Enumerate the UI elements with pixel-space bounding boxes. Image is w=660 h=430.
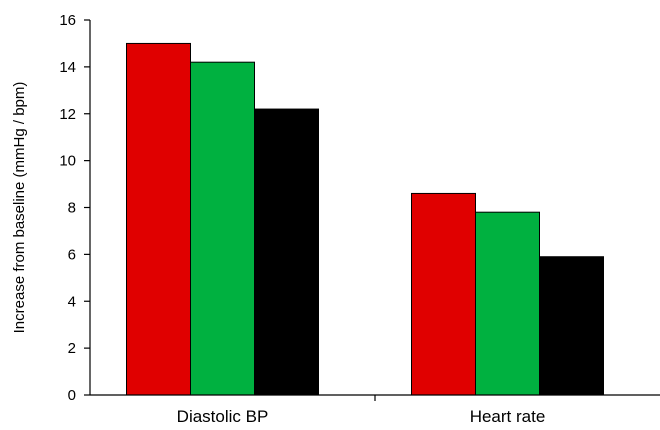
bar-diastolic-bp-s1 xyxy=(126,42,191,396)
bar-diastolic-bp-s2 xyxy=(190,61,255,396)
bar-heart-rate-s3 xyxy=(539,256,604,396)
y-tick-label: 10 xyxy=(59,153,76,170)
bars-layer xyxy=(126,42,604,396)
x-category-label: Diastolic BP xyxy=(177,407,269,426)
bar-diastolic-bp-s3 xyxy=(254,108,319,396)
x-labels-layer: Diastolic BP Heart rate xyxy=(177,395,546,426)
x-category-label: Heart rate xyxy=(470,407,546,426)
y-ticks-layer: 0 2 4 6 8 10 12 14 16 xyxy=(59,12,90,404)
bar-heart-rate-s2 xyxy=(475,211,540,396)
y-axis-title: Increase from baseline (mmHg / bpm) xyxy=(11,82,28,334)
y-tick-label: 12 xyxy=(59,106,76,123)
y-tick-label: 6 xyxy=(68,246,76,263)
y-tick-label: 8 xyxy=(68,200,76,217)
y-tick-label: 0 xyxy=(68,387,76,404)
y-tick-label: 2 xyxy=(68,340,76,357)
y-tick-label: 16 xyxy=(59,12,76,29)
bar-heart-rate-s1 xyxy=(411,192,476,396)
y-tick-label: 14 xyxy=(59,59,76,76)
y-tick-label: 4 xyxy=(68,293,76,310)
